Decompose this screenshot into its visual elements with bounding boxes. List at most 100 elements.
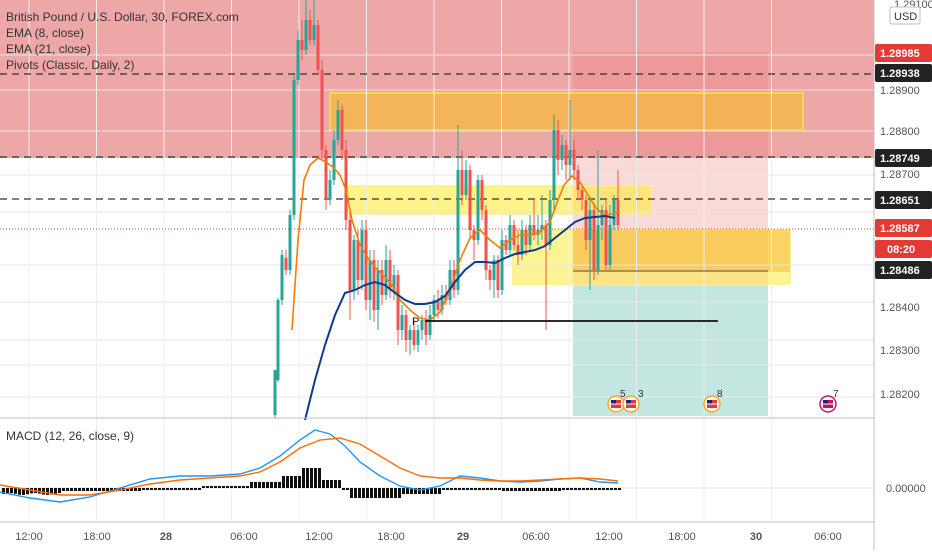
macd-hist-bar	[162, 488, 165, 490]
candle-49	[468, 165, 472, 240]
macd-hist-bar	[318, 468, 321, 488]
macd-hist-bar	[10, 488, 13, 494]
candle-54	[488, 265, 492, 290]
candle-34	[408, 325, 412, 355]
candle-body	[416, 330, 420, 345]
candle-body	[440, 295, 444, 310]
candle-47	[460, 150, 464, 205]
macd-hist-bar	[54, 488, 57, 494]
candle-body	[404, 315, 408, 340]
indicator-pivots-label[interactable]: Pivots (Classic, Daily, 2)	[6, 58, 135, 72]
macd-hist-bar	[418, 488, 421, 494]
candle-body	[424, 320, 428, 335]
macd-hist-bar	[566, 488, 569, 490]
candle-body	[448, 270, 452, 300]
macd-hist-bar	[218, 486, 221, 488]
candle-body	[456, 170, 460, 290]
indicator-ema8-label[interactable]: EMA (8, close)	[6, 26, 85, 40]
candle-10	[312, 0, 316, 45]
macd-hist-bar	[226, 486, 229, 488]
macd-hist-bar	[2, 488, 5, 494]
candle-5	[292, 75, 296, 220]
macd-hist-bar	[370, 488, 373, 498]
candle-body	[400, 315, 404, 330]
candle-15	[332, 130, 336, 185]
macd-hist-bar	[234, 486, 237, 488]
macd-hist-bar	[242, 486, 245, 488]
candle-body	[476, 180, 480, 240]
macd-hist-bar	[522, 488, 525, 491]
candle-body	[276, 300, 280, 380]
macd-hist-bar	[150, 488, 153, 490]
candle-body	[544, 225, 548, 245]
macd-hist-bar	[146, 488, 149, 490]
candle-48	[464, 160, 468, 200]
time-tick-10: 30	[750, 531, 762, 543]
candle-71	[556, 120, 560, 175]
macd-hist-bar	[338, 480, 341, 488]
candle-11	[316, 20, 320, 75]
macd-hist-bar	[130, 488, 133, 491]
macd-hist-bar	[366, 488, 369, 498]
candle-body	[592, 210, 596, 270]
badge-count-3: 3	[638, 389, 644, 400]
macd-hist-bar	[322, 480, 325, 488]
macd-hist-bar	[206, 486, 209, 488]
macd-legend[interactable]: MACD (12, 26, close, 9)	[6, 429, 135, 443]
indicator-ema21-label[interactable]: EMA (21, close)	[6, 42, 91, 56]
candle-8	[304, 0, 308, 55]
macd-hist-bar	[506, 488, 509, 491]
currency-button	[889, 6, 921, 25]
candle-74	[568, 100, 572, 180]
macd-hist-bar	[602, 488, 605, 490]
macd-hist-bar	[518, 488, 521, 491]
macd-hist-bar	[262, 482, 265, 488]
time-tick-7: 06:00	[522, 531, 550, 543]
price-tag-bg-6	[875, 261, 932, 279]
macd-hist-bar	[282, 476, 285, 488]
candle-body	[420, 320, 424, 330]
candle-body	[372, 260, 376, 310]
macd-hist-bar	[94, 488, 97, 491]
time-tick-8: 12:00	[595, 531, 623, 543]
candle-30	[392, 265, 396, 300]
candle-53	[484, 205, 488, 280]
time-tick-9: 18:00	[668, 531, 696, 543]
candle-body	[600, 210, 604, 225]
candle-60	[512, 220, 516, 250]
macd-hist-bar	[194, 488, 197, 490]
event-badge-uk	[819, 395, 837, 413]
pivot-p-label: P	[412, 316, 419, 328]
candle-19	[348, 210, 352, 320]
macd-pane	[0, 417, 932, 503]
candle-4	[288, 210, 292, 275]
macd-hist-bar	[378, 488, 381, 498]
macd-hist-bar	[546, 488, 549, 491]
candle-body	[492, 260, 496, 280]
candle-body	[336, 110, 340, 140]
candle-16	[336, 100, 340, 145]
badge-count-7: 7	[833, 389, 839, 400]
candle-27	[380, 260, 384, 305]
candle-63	[524, 225, 528, 255]
macd-hist-bar	[82, 488, 85, 491]
macd-hist-bar	[6, 488, 9, 494]
macd-hist-bar	[326, 480, 329, 488]
macd-line	[0, 429, 619, 503]
candle-77	[580, 185, 584, 210]
macd-hist-bar	[462, 488, 465, 490]
pivot-line: P	[412, 316, 718, 328]
macd-hist-bar	[458, 488, 461, 490]
macd-hist-bar	[414, 488, 417, 494]
macd-hist-bar	[190, 488, 193, 490]
macd-hist-bar	[138, 488, 141, 491]
candle-18	[344, 140, 348, 230]
macd-hist-bar	[274, 482, 277, 488]
macd-hist-bar	[486, 488, 489, 490]
flag-canton	[707, 400, 712, 404]
macd-hist-bar	[578, 488, 581, 490]
symbol-title[interactable]: British Pound / U.S. Dollar, 30, FOREX.c…	[6, 10, 239, 24]
macd-hist-bar	[406, 488, 409, 494]
